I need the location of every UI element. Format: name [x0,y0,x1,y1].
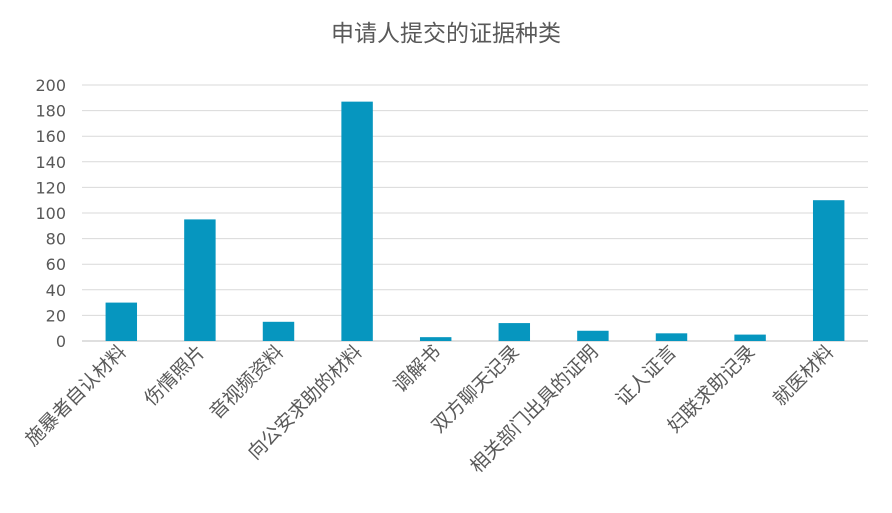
bar [498,323,531,341]
x-tick-label: 就医材料 [769,341,838,410]
chart-title: 申请人提交的证据种类 [331,21,561,47]
bar [655,333,688,341]
bar [341,101,373,341]
bar [812,200,845,341]
y-tick-label: 180 [35,102,66,121]
x-tick-label: 伤情照片 [140,341,209,410]
bar [262,321,295,341]
bar [419,337,452,341]
x-tick-label: 调解书 [389,341,445,397]
y-tick-label: 80 [46,230,66,249]
x-tick-label: 证人证言 [612,341,681,410]
y-tick-label: 0 [56,332,66,351]
y-tick-label: 60 [46,255,66,274]
x-tick-label: 音视频资料 [205,341,288,424]
bar [577,330,609,341]
bar [105,302,138,341]
y-tick-label: 40 [46,281,66,300]
y-tick-label: 100 [35,204,66,223]
x-tick-label: 施暴者自认材料 [21,341,131,451]
bars [105,101,845,341]
y-tick-label: 20 [46,306,66,325]
y-tick-label: 140 [35,153,66,172]
y-tick-label: 200 [35,76,66,95]
y-axis-ticks: 0 20 40 60 80 100 120 140 160 180 200 [35,76,66,351]
y-tick-label: 160 [35,127,66,146]
bar [184,219,216,341]
bar [734,334,766,341]
y-tick-label: 120 [35,178,66,197]
